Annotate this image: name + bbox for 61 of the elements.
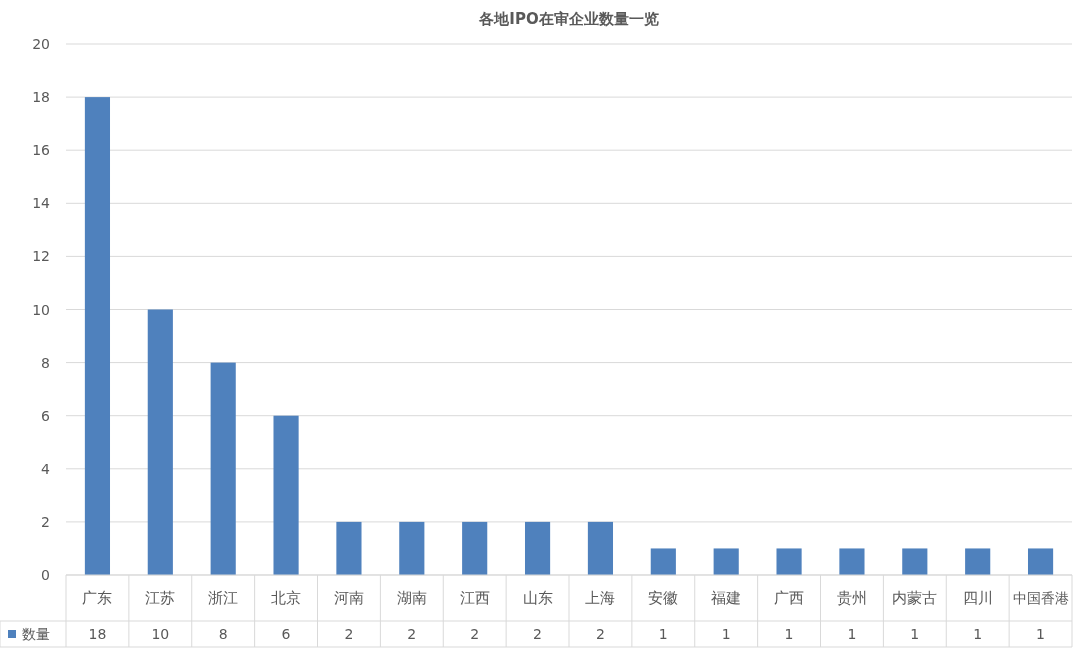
chart-title: 各地IPO在审企业数量一览 (478, 10, 659, 28)
y-tick-label: 8 (41, 354, 50, 371)
y-tick-label: 16 (32, 142, 51, 159)
x-tick-label: 浙江 (208, 589, 239, 607)
y-tick-label: 18 (32, 89, 50, 106)
bar (399, 521, 425, 575)
y-tick-label: 6 (41, 407, 51, 424)
y-tick-label: 14 (32, 195, 51, 212)
x-tick-label: 广东 (82, 589, 113, 607)
bar (776, 548, 802, 575)
x-tick-label: 江苏 (145, 589, 176, 607)
x-tick-label: 河南 (333, 589, 364, 607)
data-label: 10 (151, 626, 170, 642)
x-tick-label: 中国香港 (1012, 590, 1069, 606)
bar (839, 548, 865, 575)
data-label: 2 (533, 626, 543, 642)
data-label: 1 (721, 626, 731, 642)
data-label: 6 (281, 626, 291, 642)
bar (524, 521, 551, 575)
data-label: 2 (595, 626, 605, 642)
data-label: 1 (658, 626, 668, 642)
x-tick-label: 贵州 (836, 589, 867, 607)
bar (902, 548, 928, 575)
data-label: 2 (344, 626, 354, 642)
data-label: 2 (470, 626, 480, 642)
data-label: 8 (218, 626, 228, 642)
data-label: 1 (973, 626, 983, 642)
x-tick-label: 内蒙古 (892, 589, 938, 607)
y-tick-label: 20 (32, 36, 50, 52)
bar (587, 521, 614, 575)
bar (965, 548, 991, 575)
y-tick-label: 2 (41, 513, 50, 530)
x-tick-label: 北京 (271, 589, 302, 607)
y-tick-label: 0 (41, 567, 50, 583)
x-tick-label: 安徽 (648, 589, 679, 607)
data-label: 1 (784, 626, 794, 642)
data-label: 1 (847, 626, 857, 642)
bar (1027, 548, 1054, 575)
y-tick-label: 10 (32, 301, 50, 318)
bar (84, 97, 111, 575)
bar (273, 415, 299, 575)
x-tick-label: 山东 (522, 589, 553, 607)
data-label: 1 (910, 626, 920, 642)
x-tick-label: 上海 (585, 589, 616, 607)
bar (336, 521, 362, 575)
y-tick-label: 12 (32, 248, 50, 265)
y-tick-label: 4 (41, 460, 51, 477)
bar (147, 309, 173, 575)
bar (210, 362, 236, 575)
x-tick-label: 广西 (774, 589, 805, 607)
bar (650, 548, 676, 575)
x-tick-label: 四川 (962, 589, 993, 607)
data-label: 2 (407, 626, 417, 642)
legend-label: 数量 (22, 626, 50, 642)
x-tick-label: 福建 (711, 589, 742, 607)
bar (462, 521, 488, 575)
data-label: 18 (88, 626, 107, 642)
bar (713, 548, 739, 575)
data-label: 1 (1036, 626, 1046, 642)
x-tick-label: 湖南 (396, 589, 427, 607)
x-tick-label: 江西 (459, 589, 490, 607)
